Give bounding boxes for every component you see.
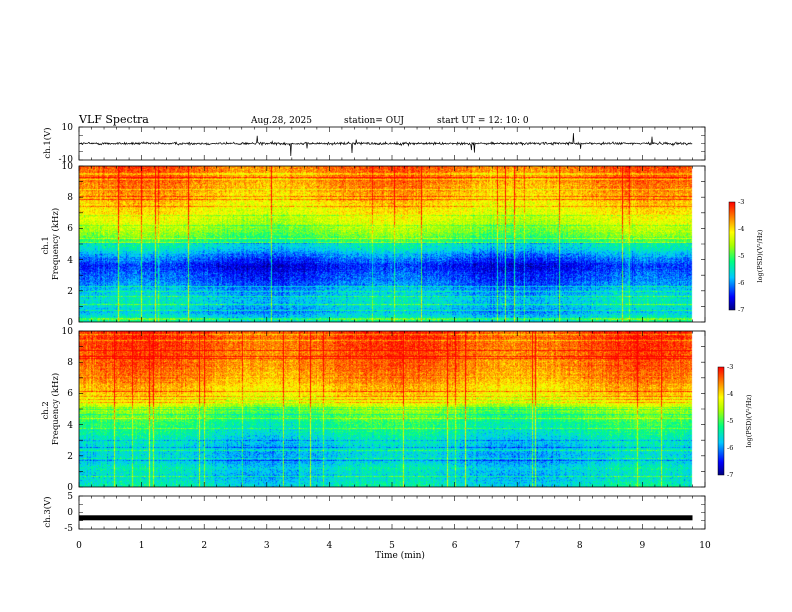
ch2-colorbar-tick-m7: -7 — [727, 471, 733, 479]
time-tick-label: 7 — [514, 541, 520, 551]
date-label: Aug.28, 2025 — [250, 116, 312, 126]
ch1-colorbar-tick-m7: -7 — [738, 306, 744, 314]
ch3-signal-line — [79, 515, 693, 521]
ch1-colorbar-label: log(PSD)(V²/Hz) — [756, 229, 764, 282]
ch2-freq-tick-10: 10 — [62, 327, 74, 337]
ch1-freq-tick-10: 10 — [62, 162, 74, 172]
ch2-colorbar-label: log(PSD)(V²/Hz) — [745, 394, 753, 447]
ch2-spectrogram-ylabel-channel: ch.2 — [41, 401, 51, 419]
ch2-colorbar-tick-m5: -5 — [727, 417, 733, 425]
ch1-spectrogram-heatmap — [79, 166, 705, 322]
ch2-colorbar-tick-m3: -3 — [727, 363, 733, 371]
ch1-freq-tick-8: 8 — [67, 193, 73, 203]
ch2-spectrogram-ylabel: ch.2 Frequency (kHz) — [41, 373, 61, 445]
time-tick-label: 8 — [577, 541, 583, 551]
station-label: station= OUJ — [344, 116, 404, 126]
ch2-freq-tick-6: 6 — [67, 389, 73, 399]
figure-title: VLF Spectra — [78, 113, 149, 126]
ch1-spectrogram-panel: 0 2 4 6 8 10 ch.1 Frequency (kHz) -3 -4 … — [41, 162, 764, 328]
ch1-spectrogram-ylabel-freq: Frequency (kHz) — [50, 208, 61, 280]
time-tick-label: 2 — [201, 541, 207, 551]
ch2-colorbar-tick-m4: -4 — [727, 390, 733, 398]
ch1-colorbar-tick-m3: -3 — [738, 198, 744, 206]
ch1-spectrogram-ylabel-channel: ch.1 — [41, 236, 51, 254]
time-tick-label: 3 — [264, 541, 270, 551]
ch2-freq-tick-4: 4 — [67, 421, 73, 431]
axis-tick-marks — [78, 126, 706, 161]
ch2-colorbar — [717, 366, 725, 476]
ch2-spectrogram-panel: 0 2 4 6 8 10 ch.2 Frequency (kHz) -3 -4 … — [41, 327, 753, 493]
ch1-freq-tick-6: 6 — [67, 224, 73, 234]
ch1-colorbar-tick-m6: -6 — [738, 279, 744, 287]
ch1-ytick-bottom: -10 — [59, 155, 74, 165]
ch3-signal-panel: 5 0 -5 ch.3(V) — [42, 492, 706, 534]
time-tick-label: 6 — [452, 541, 458, 551]
time-tick-label: 9 — [640, 541, 646, 551]
ch2-freq-tick-0: 0 — [67, 483, 73, 493]
ch1-spectrogram-ticks — [78, 165, 706, 323]
ch1-ytick-top: 10 — [62, 123, 74, 133]
ch2-freq-tick-2: 2 — [67, 452, 73, 462]
time-tick-label: 4 — [327, 541, 333, 551]
time-axis-labels: 0 1 2 3 4 5 6 7 8 9 10 — [76, 541, 711, 551]
ch3-ytick-top: 5 — [67, 492, 73, 502]
axis-tick-marks — [78, 330, 706, 488]
start-time-label: start UT = 12: 10: 0 — [437, 116, 529, 126]
ch1-freq-tick-2: 2 — [67, 287, 73, 297]
ch1-waveform-ticks — [78, 126, 706, 161]
ch1-waveform-ylabel: ch.1(V) — [42, 127, 53, 158]
time-tick-label: 10 — [699, 541, 711, 551]
ch1-waveform-panel: 10 -10 ch.1(V) — [42, 123, 706, 165]
time-tick-label: 1 — [139, 541, 145, 551]
ch3-ytick-bottom: -5 — [64, 524, 73, 534]
ch1-waveform-line — [78, 133, 693, 157]
ch1-spectrogram-ylabel: ch.1 Frequency (kHz) — [41, 208, 61, 280]
ch2-freq-tick-8: 8 — [67, 358, 73, 368]
ch3-signal-ticks — [78, 495, 706, 530]
ch1-colorbar — [728, 201, 736, 311]
ch2-spectrogram-ylabel-freq: Frequency (kHz) — [50, 373, 61, 445]
ch2-spectrogram-heatmap — [79, 331, 705, 487]
axis-tick-marks — [78, 165, 706, 323]
ch3-signal-ylabel: ch.3(V) — [42, 496, 53, 527]
time-axis-title: Time (min) — [375, 550, 425, 561]
ch2-spectrogram-ticks — [78, 330, 706, 488]
ch1-colorbar-tick-m4: -4 — [738, 225, 744, 233]
ch1-freq-tick-0: 0 — [67, 318, 73, 328]
ch2-colorbar-tick-m6: -6 — [727, 444, 733, 452]
time-tick-label: 0 — [76, 541, 82, 551]
ch1-freq-tick-4: 4 — [67, 256, 73, 266]
ch1-colorbar-tick-m5: -5 — [738, 252, 744, 260]
ch3-ytick-mid: 0 — [67, 508, 73, 518]
axis-tick-marks — [78, 495, 706, 530]
time-tick-label: 5 — [389, 541, 395, 551]
